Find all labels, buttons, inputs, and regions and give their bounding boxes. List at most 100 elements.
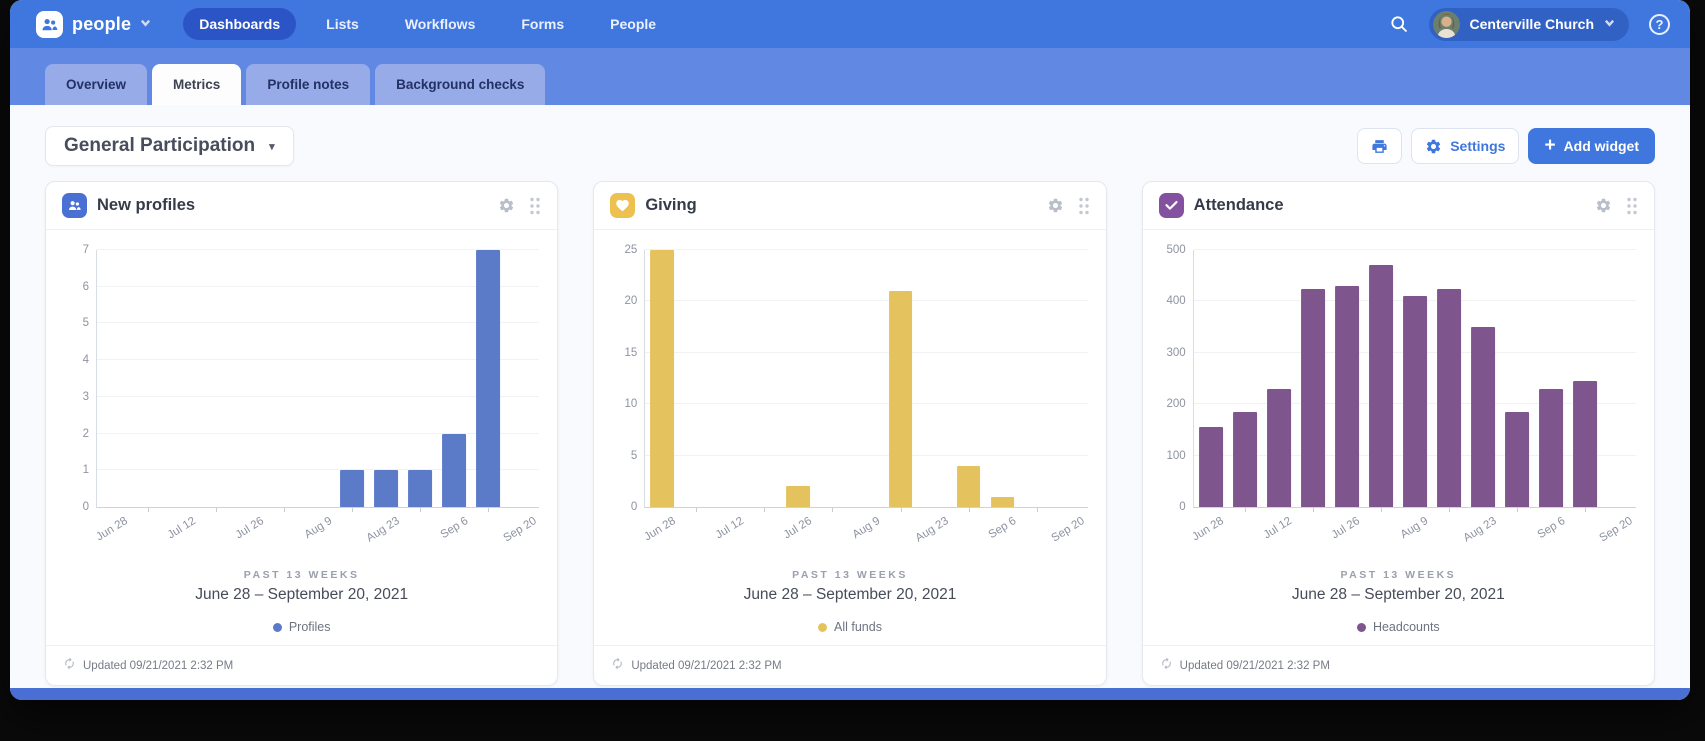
chart-gridline	[97, 395, 540, 397]
nav-item-people[interactable]: People	[610, 16, 657, 32]
x-axis-label: Jul 26	[1330, 515, 1363, 542]
chart-plot-area: 0 5 10 15 20 25 Jun 28 Jul 12 Jul 26 Aug 9 Aug 23 S…	[625, 244, 1088, 556]
x-axis-labels: Jun 28 Jul 12 Jul 26 Aug 9 Aug 23 Sep 6 Sep 20	[94, 508, 539, 556]
tab-overview[interactable]: Overview	[45, 64, 148, 105]
chart-bar	[408, 470, 433, 507]
chart-bar	[1470, 327, 1495, 507]
x-axis-label: Jun 28	[1190, 515, 1227, 544]
primary-nav: Dashboards Lists Workflows Forms People	[183, 8, 672, 40]
widget-updated-timestamp: Updated 09/21/2021 2:32 PM	[1179, 659, 1330, 672]
nav-item-forms[interactable]: Forms	[521, 16, 565, 32]
x-axis-tick	[1448, 507, 1450, 512]
app-switcher[interactable]: people	[36, 10, 151, 38]
chart-bar	[786, 486, 811, 507]
chart-period-label: PAST 13 WEEKS	[243, 569, 360, 581]
print-button[interactable]	[1357, 128, 1403, 164]
add-widget-button[interactable]: + Add widget	[1528, 128, 1655, 164]
chart-bar	[1232, 411, 1257, 507]
widget-header: Giving	[594, 182, 1106, 230]
dashboard-title: General Participation	[64, 135, 256, 156]
bar-chart: 0 100 200 300 400 500 Jun 28 Jul 12 Jul 26 Aug 9 A…	[1143, 230, 1654, 556]
widget-updated-timestamp: Updated 09/21/2021 2:32 PM	[631, 659, 782, 672]
chart-date-range: June 28 – September 20, 2021	[1291, 586, 1505, 603]
toolbar-actions: Settings + Add widget	[1357, 128, 1655, 164]
chart-gridline	[645, 351, 1088, 353]
widget-actions	[1047, 197, 1090, 215]
chart-bar	[1402, 296, 1427, 507]
widget-title: New profiles	[97, 196, 196, 214]
nav-item-lists[interactable]: Lists	[326, 16, 359, 32]
tab-metrics[interactable]: Metrics	[152, 64, 242, 105]
chart-gridline	[1193, 249, 1636, 250]
chart-gridline	[645, 249, 1088, 250]
settings-button[interactable]: Settings	[1411, 128, 1520, 164]
printer-icon	[1372, 139, 1387, 153]
x-axis-tick	[1312, 507, 1314, 512]
widget-settings-gear-icon[interactable]	[1047, 197, 1064, 214]
chevron-down-icon	[1604, 15, 1615, 33]
widget-card-giving: Giving 0 5 10 15 20 25 Jun 28 Jul 12 Jul 26 Aug 9 A…	[593, 181, 1107, 686]
x-axis-label: Aug 23	[364, 515, 403, 545]
widget-drag-handle-icon[interactable]	[529, 197, 541, 215]
widget-header: Attendance	[1142, 182, 1654, 230]
widget-header: New profiles	[46, 182, 558, 230]
plus-icon: +	[1544, 134, 1556, 156]
account-menu[interactable]: Centerville Church	[1428, 7, 1629, 41]
account-name: Centerville Church	[1469, 16, 1594, 32]
legend-label: All funds	[834, 620, 882, 634]
legend-label: Profiles	[288, 620, 331, 634]
chart-bar	[1198, 427, 1223, 507]
chart-bar	[956, 465, 981, 507]
nav-item-dashboards[interactable]: Dashboards	[183, 8, 297, 40]
x-axis-tick	[216, 507, 218, 512]
refresh-icon	[1160, 657, 1173, 675]
widget-settings-gear-icon[interactable]	[1595, 197, 1612, 214]
chart-bar	[1436, 288, 1461, 507]
chart-bar	[650, 250, 675, 507]
widgets-grid: New profiles 0 1 2 3 4 5 6 7 Jun 28 Jul 12 Jul 26 Au…	[45, 181, 1655, 688]
x-axis-tick	[696, 507, 698, 512]
chart-gridline	[97, 432, 540, 434]
x-axis-label: Aug 9	[1398, 515, 1431, 542]
y-axis-label: 500	[1166, 244, 1186, 256]
add-widget-label: Add widget	[1563, 138, 1639, 154]
refresh-icon	[611, 657, 624, 675]
chevron-down-icon	[140, 15, 151, 33]
chart-bar	[1573, 381, 1597, 507]
search-icon[interactable]	[1389, 14, 1409, 34]
chart-legend: Headcounts	[1143, 620, 1654, 634]
y-axis-label: 3	[82, 390, 89, 403]
chart-bar	[1504, 411, 1529, 507]
tab-profile-notes[interactable]: Profile notes	[246, 64, 371, 105]
legend-dot	[272, 622, 282, 632]
chart-plot: 0 1 2 3 4 5 6 7	[83, 244, 540, 513]
tab-background-checks[interactable]: Background checks	[375, 64, 546, 105]
widget-drag-handle-icon[interactable]	[1078, 197, 1090, 215]
help-icon[interactable]: ?	[1649, 13, 1670, 35]
nav-item-workflows[interactable]: Workflows	[404, 16, 476, 32]
x-axis-label: Aug 9	[302, 515, 335, 542]
x-axis-tick	[352, 507, 354, 512]
widget-settings-gear-icon[interactable]	[498, 197, 515, 214]
widget-footer: Updated 09/21/2021 2:32 PM	[46, 645, 558, 685]
chart-bar	[1266, 388, 1291, 507]
legend-dot	[818, 622, 828, 632]
dashboard-toolbar: General Participation ▾ Settings + Add w…	[45, 126, 1655, 166]
widget-drag-handle-icon[interactable]	[1626, 197, 1638, 215]
widget-actions	[1595, 197, 1638, 215]
x-axis-tick	[968, 507, 970, 512]
y-axis-label: 400	[1166, 295, 1186, 308]
chart-date-range: June 28 – September 20, 2021	[743, 586, 957, 603]
widget-actions	[498, 197, 541, 215]
dashboard-selector[interactable]: General Participation ▾	[45, 126, 294, 166]
x-axis-labels: Jun 28 Jul 12 Jul 26 Aug 9 Aug 23 Sep 6 Sep 20	[642, 508, 1087, 556]
gear-icon	[1427, 139, 1441, 153]
x-axis-tick	[284, 507, 286, 512]
y-axis-label: 100	[1166, 449, 1186, 462]
y-axis-label: 25	[624, 244, 638, 256]
top-navigation: people Dashboards Lists Workflows Forms Peop…	[10, 0, 1690, 48]
y-axis-label: 6	[82, 280, 89, 293]
chart-legend: Profiles	[46, 620, 557, 634]
chart-bar	[340, 470, 365, 507]
